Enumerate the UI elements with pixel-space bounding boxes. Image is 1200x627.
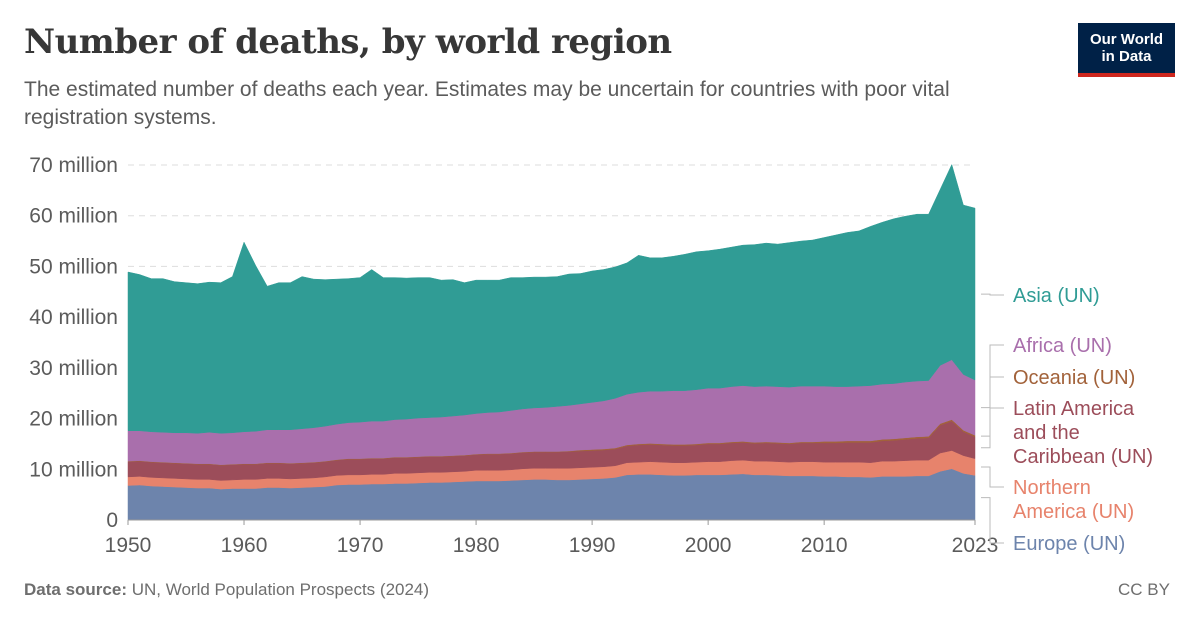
legend-connector [981, 466, 1004, 488]
y-tick-label: 60 million [29, 205, 118, 228]
chart-subtitle: The estimated number of deaths each year… [24, 78, 950, 129]
y-tick-label: 10 million [29, 458, 118, 481]
legend-label-latam: Caribbean (UN) [1013, 446, 1153, 468]
x-tick-label: 1970 [337, 534, 384, 557]
x-tick-label: 2000 [685, 534, 732, 557]
legend-label-latam: Latin America [1013, 398, 1135, 420]
legend-connector [981, 344, 1004, 409]
legend-label-latam: and the [1013, 422, 1080, 444]
legend-label-europe: Europe (UN) [1013, 533, 1125, 555]
y-tick-label: 40 million [29, 306, 118, 329]
y-tick-label: 20 million [29, 408, 118, 431]
legend-label-africa: Africa (UN) [1013, 335, 1112, 357]
legend-label-na: Northern [1013, 477, 1091, 499]
y-tick-label: 30 million [29, 357, 118, 380]
data-source-text[interactable]: UN, World Population Prospects (2024) [131, 580, 430, 599]
legend-connector [981, 293, 1004, 296]
license-link[interactable]: CC BY [1118, 580, 1170, 599]
x-tick-label: 2010 [801, 534, 848, 557]
x-tick-label: 1990 [569, 534, 616, 557]
legend-connector [981, 407, 1004, 449]
y-tick-label: 0 [106, 509, 118, 532]
logo-line-2: in Data [1101, 48, 1152, 65]
legend-connector [981, 376, 1004, 437]
x-tick-label: 1950 [105, 534, 152, 557]
area-asia-un [127, 163, 976, 434]
data-source: Data source: UN, World Population Prospe… [24, 580, 429, 600]
x-tick-label: 1980 [453, 534, 500, 557]
chart-title: Number of deaths, by world region [24, 22, 672, 62]
x-tick-label: 1960 [221, 534, 268, 557]
y-tick-label: 70 million [29, 154, 118, 177]
data-source-label: Data source: [24, 580, 127, 599]
logo-line-1: Our World [1089, 31, 1164, 48]
x-tick-label: 2023 [952, 534, 999, 557]
legend-connector [981, 497, 1004, 544]
legend-label-asia: Asia (UN) [1013, 285, 1100, 307]
legend-label-na: America (UN) [1013, 501, 1134, 523]
y-tick-label: 50 million [29, 255, 118, 278]
legend-label-oceania: Oceania (UN) [1013, 367, 1135, 389]
owid-logo[interactable]: Our World in Data [1078, 23, 1175, 77]
